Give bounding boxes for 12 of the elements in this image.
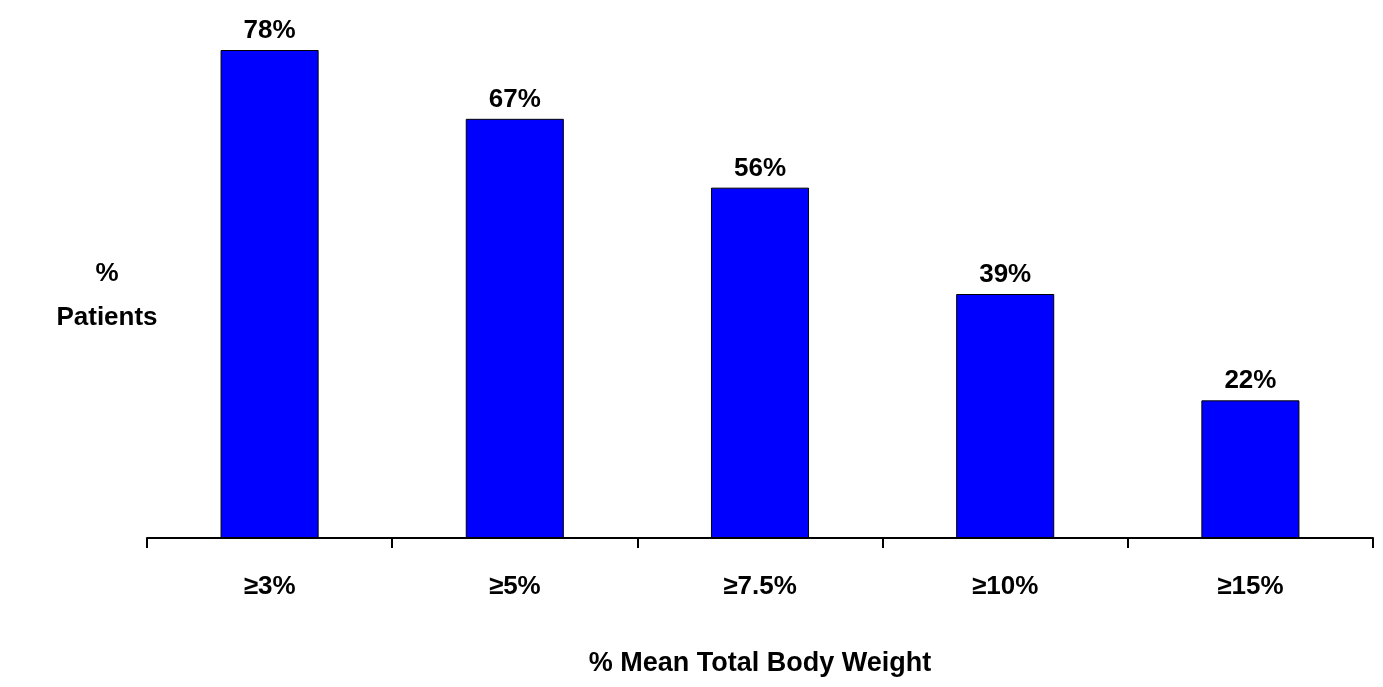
x-axis-title: % Mean Total Body Weight [588, 646, 932, 677]
data-label: 56% [733, 151, 787, 182]
data-label: 78% [243, 14, 296, 44]
x-tick-label: ≥7.5% [723, 570, 797, 600]
x-tick-label: ≥10% [972, 570, 1039, 600]
y-axis-title: % Patients [56, 257, 158, 331]
x-tick-label: ≥15% [1217, 570, 1284, 600]
x-tick-label: ≥5% [488, 570, 541, 600]
data-label: 22% [1224, 364, 1277, 395]
data-label: 67% [488, 82, 541, 113]
data-label: 39% [979, 258, 1032, 288]
x-tick-label: ≥3% [243, 570, 296, 600]
